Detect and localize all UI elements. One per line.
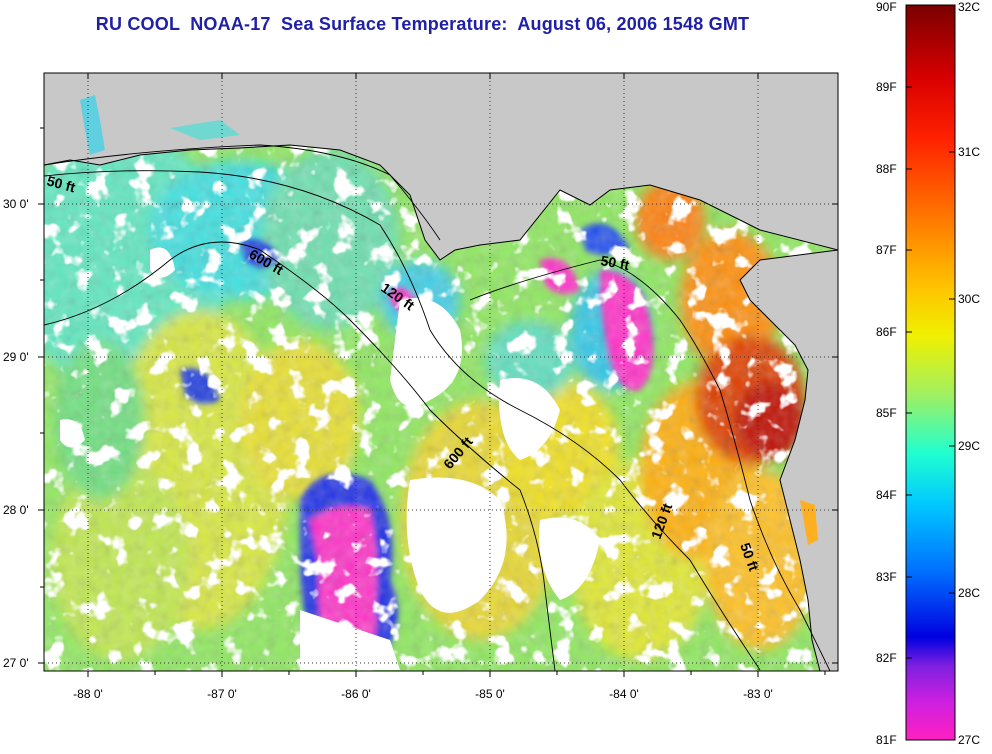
x-tick-label: -87 0'	[207, 687, 237, 701]
isobath-120	[44, 170, 761, 671]
colorbar-label-f: 83F	[876, 570, 897, 584]
colorbar-label-c: 27C	[958, 733, 981, 747]
colorbar-label-c: 31C	[958, 145, 981, 159]
colorbar-ticks	[906, 86, 955, 659]
y-tick-labels: 30 0' 29 0' 28 0' 27 0'	[3, 197, 29, 670]
colorbar-label-c: 30C	[958, 292, 981, 306]
land-north	[44, 73, 838, 261]
x-tick-label: -86 0'	[341, 687, 371, 701]
mobile-bay	[80, 95, 105, 155]
map-frame	[43, 72, 839, 672]
y-tick-label: 27 0'	[3, 656, 29, 670]
colorbar-label-f: 81F	[876, 733, 897, 747]
isobath-label: 50 ft	[45, 172, 77, 195]
y-tick-label: 29 0'	[3, 350, 29, 364]
colorbar-label-f: 89F	[876, 80, 897, 94]
x-tick-label: -84 0'	[609, 687, 639, 701]
isobath-600	[44, 241, 556, 671]
land-florida	[739, 249, 838, 671]
x-tick-label: -83 0'	[743, 687, 773, 701]
map-area	[44, 73, 838, 671]
colorbar-label-f: 88F	[876, 162, 897, 176]
y-tick-label: 30 0'	[3, 197, 29, 211]
axis-ticks	[38, 73, 838, 677]
x-tick-label: -88 0'	[73, 687, 103, 701]
x-tick-label: -85 0'	[475, 687, 505, 701]
x-tick-labels: -88 0' -87 0' -86 0' -85 0' -84 0' -83 0…	[73, 687, 773, 701]
colorbar-label-f: 86F	[876, 325, 897, 339]
colorbar-label-c: 28C	[958, 586, 981, 600]
graticule	[44, 73, 838, 671]
colorbar	[905, 4, 956, 741]
tampa-bay	[800, 500, 818, 545]
isobath-lines	[44, 144, 831, 671]
colorbar-label-f: 82F	[876, 651, 897, 665]
colorbar-label-f: 85F	[876, 406, 897, 420]
map-title: RU COOL NOAA-17 Sea Surface Temperature:…	[95, 14, 750, 34]
colorbar-label-f: 84F	[876, 488, 897, 502]
colorbar-label-c: 32C	[958, 0, 981, 14]
y-tick-label: 28 0'	[3, 503, 29, 517]
colorbar-label-c: 29C	[958, 439, 981, 453]
isobath-label: 50 ft	[599, 252, 630, 273]
colorbar-label-f: 90F	[876, 0, 897, 14]
isobath-50	[44, 144, 831, 671]
colorbar-label-f: 87F	[876, 243, 897, 257]
